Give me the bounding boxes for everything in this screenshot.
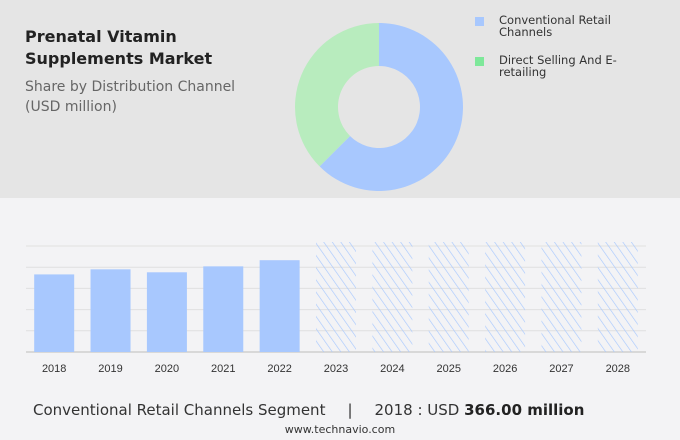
legend-swatch (475, 17, 484, 26)
legend: Conventional Retail Channels Direct Sell… (475, 14, 629, 94)
bar-2022 (259, 260, 300, 352)
forecast-bar-2027 (541, 242, 582, 352)
x-tick-label: 2025 (436, 363, 460, 375)
bar-chart: 2018 2019 2020 2021 2022 2023 2024 2025 2026 2027… (26, 242, 646, 375)
x-tick-label: 2019 (98, 363, 122, 375)
footer-url: www.technavio.com (284, 423, 396, 436)
bar-2018 (34, 274, 75, 352)
legend-item: Conventional Retail Channels (475, 14, 629, 38)
donut-slice (295, 23, 379, 167)
x-tick-label: 2022 (267, 363, 291, 375)
footer-separator: | (347, 401, 353, 419)
chart-subtitle: Share by Distribution Channel (USD milli… (25, 79, 236, 115)
chart-title: Prenatal Vitamin Supplements Market (25, 27, 213, 68)
donut-chart (295, 23, 463, 191)
x-tick-label: 2021 (211, 363, 235, 375)
x-tick-label: 2028 (606, 363, 630, 375)
footer-year: 2018 : USD (374, 401, 460, 419)
legend-label: Conventional Retail Channels (499, 13, 611, 39)
legend-item: Direct Selling And E-retailing (475, 54, 629, 78)
x-tick-label: 2027 (549, 363, 573, 375)
forecast-bar-2026 (485, 242, 526, 352)
bar-2019 (90, 269, 131, 352)
footer-summary: Conventional Retail Channels Segment | 201… (33, 401, 584, 419)
forecast-bar-2023 (316, 242, 356, 352)
forecast-bar-2024 (372, 242, 413, 352)
bar-2020 (146, 272, 187, 352)
forecast-bar-2028 (597, 242, 638, 352)
donut-slice (319, 23, 463, 191)
x-tick-label: 2026 (493, 363, 517, 375)
legend-label: Direct Selling And E-retailing (499, 53, 617, 79)
x-tick-label: 2020 (155, 363, 179, 375)
legend-swatch (475, 57, 484, 66)
x-tick-label: 2018 (42, 363, 66, 375)
x-tick-label: 2023 (324, 363, 348, 375)
footer-segment: Conventional Retail Channels Segment (33, 401, 326, 419)
forecast-bar-2025 (428, 242, 469, 352)
x-tick-label: 2024 (380, 363, 404, 375)
footer-value: 366.00 million (464, 401, 585, 419)
bar-2021 (203, 266, 244, 352)
